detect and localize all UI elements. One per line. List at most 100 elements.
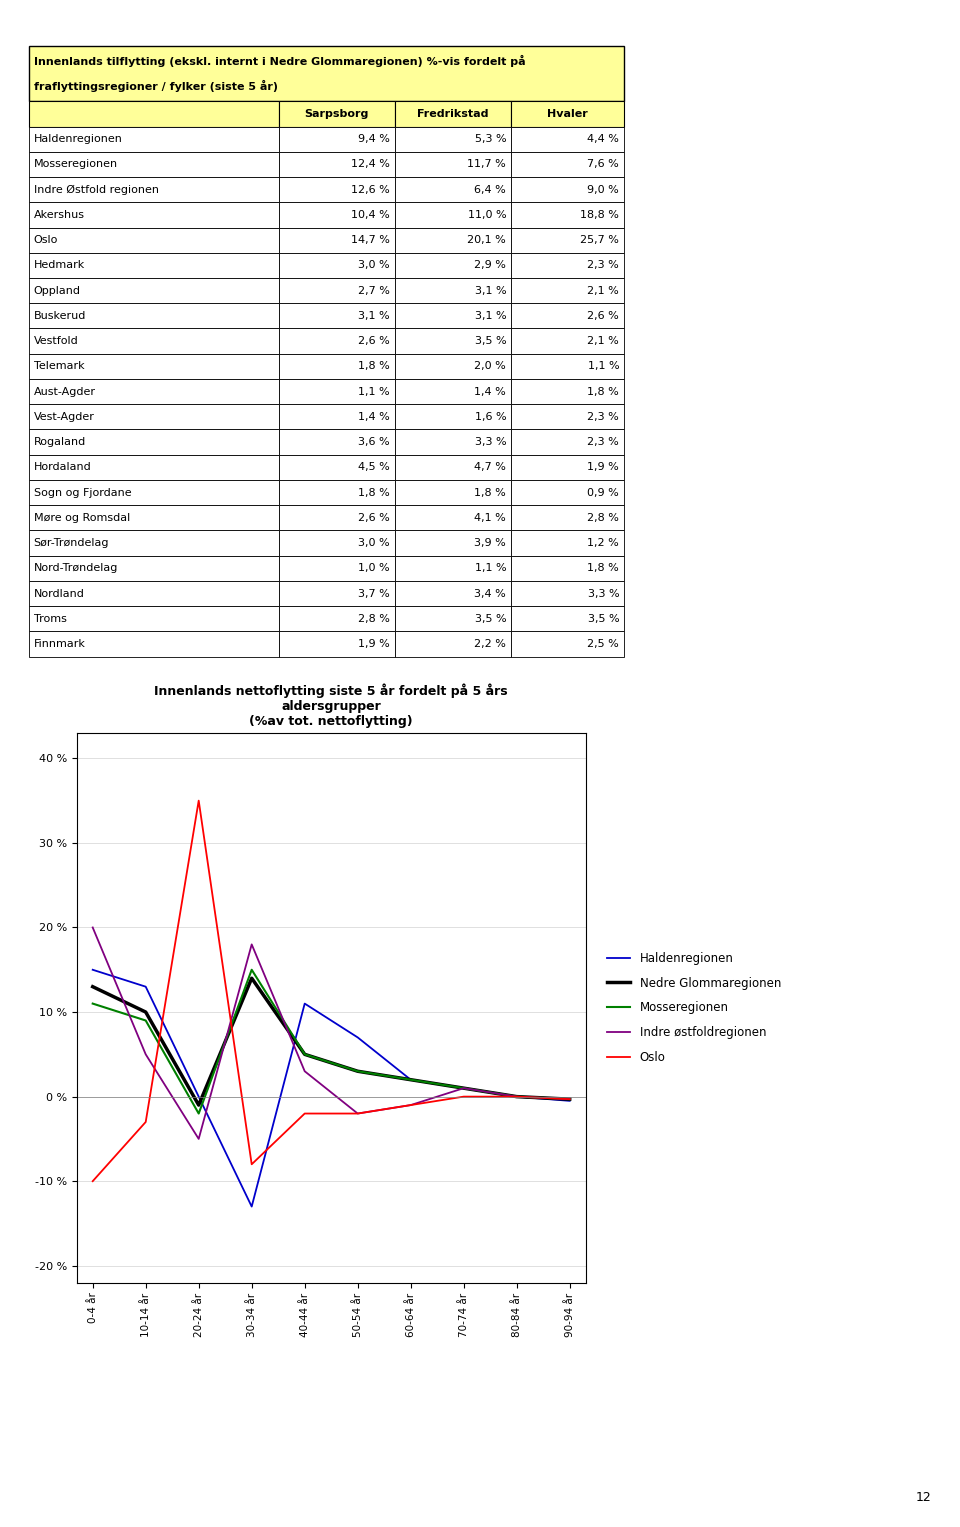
Nedre Glommaregionen [87,977,99,996]
Bar [29,505,278,530]
Bar [395,455,511,479]
Haldenregionen [352,1028,364,1046]
Text: 2,8 %: 2,8 % [358,614,390,623]
Text: 1,1 %: 1,1 % [588,362,619,371]
Bar [395,228,511,253]
Nedre Glommaregionen [299,1044,310,1063]
Bar [511,479,624,505]
Bar [29,328,278,354]
Text: 2,0 %: 2,0 % [474,362,506,371]
Text: 3,3 %: 3,3 % [474,437,506,447]
Bar [278,177,395,202]
Text: 0,9 %: 0,9 % [588,487,619,498]
Bar [29,278,278,304]
Mosseregionen [458,1080,469,1098]
Text: Sør-Trøndelag: Sør-Trøndelag [34,538,109,548]
Bar [395,328,511,354]
Text: Hordaland: Hordaland [34,463,91,472]
Bar [29,556,278,580]
Bar [511,177,624,202]
Oslo [193,791,204,809]
Bar [29,253,278,278]
Bar [29,354,278,379]
Bar [395,556,511,580]
Text: Telemark: Telemark [34,362,84,371]
Bar [511,556,624,580]
Text: 1,1 %: 1,1 % [358,386,390,397]
Text: 1,8 %: 1,8 % [474,487,506,498]
Text: 3,3 %: 3,3 % [588,588,619,599]
Text: Haldenregionen: Haldenregionen [34,134,123,144]
Bar [511,505,624,530]
Text: 12: 12 [916,1490,931,1504]
Text: 4,7 %: 4,7 % [474,463,506,472]
Haldenregionen [140,977,152,996]
Bar [278,556,395,580]
Text: 12,6 %: 12,6 % [351,185,390,194]
Text: 12,4 %: 12,4 % [351,159,390,169]
Text: Mosseregionen: Mosseregionen [34,159,118,169]
Bar [511,151,624,177]
Indre østfoldregionen [564,1090,575,1109]
Text: Vestfold: Vestfold [34,336,79,347]
Text: 4,1 %: 4,1 % [474,513,506,522]
Nedre Glommaregionen [564,1090,575,1109]
Bar [395,253,511,278]
Text: 3,5 %: 3,5 % [588,614,619,623]
Mosseregionen [352,1063,364,1081]
Oslo [564,1090,575,1109]
Bar [29,228,278,253]
Indre østfoldregionen [352,1104,364,1122]
Text: Rogaland: Rogaland [34,437,85,447]
Text: 2,1 %: 2,1 % [588,286,619,296]
Text: 11,0 %: 11,0 % [468,209,506,220]
Indre østfoldregionen [405,1096,417,1115]
Text: 3,5 %: 3,5 % [474,614,506,623]
Text: 7,6 %: 7,6 % [588,159,619,169]
Bar [511,253,624,278]
Mosseregionen [405,1070,417,1089]
Bar [395,479,511,505]
Bar [395,429,511,455]
Bar [278,606,395,631]
Bar [511,429,624,455]
Bar [511,304,624,328]
Text: 2,6 %: 2,6 % [358,336,390,347]
Bar [395,177,511,202]
Bar [278,580,395,606]
Bar [278,429,395,455]
Oslo [140,1113,152,1132]
Mosseregionen [246,960,257,979]
Text: 1,4 %: 1,4 % [358,412,390,421]
Oslo [458,1087,469,1106]
Bar [29,304,278,328]
Bar [511,328,624,354]
Bar [395,354,511,379]
Nedre Glommaregionen [140,1003,152,1022]
Haldenregionen [511,1087,522,1106]
Text: 5,3 %: 5,3 % [474,134,506,144]
Oslo [246,1154,257,1173]
Bar [29,202,278,228]
Indre østfoldregionen [511,1087,522,1106]
Bar [29,177,278,202]
Nedre Glommaregionen [511,1087,522,1106]
Text: 2,6 %: 2,6 % [358,513,390,522]
Text: 3,9 %: 3,9 % [474,538,506,548]
Text: 11,7 %: 11,7 % [468,159,506,169]
Indre østfoldregionen [246,935,257,953]
Bar [278,530,395,556]
Text: 2,7 %: 2,7 % [358,286,390,296]
Haldenregionen [564,1092,575,1110]
Text: Hvaler: Hvaler [547,108,588,119]
Bar [29,631,278,657]
Text: 1,4 %: 1,4 % [474,386,506,397]
Line: Mosseregionen: Mosseregionen [93,970,569,1113]
Bar [278,479,395,505]
Text: 3,4 %: 3,4 % [474,588,506,599]
Bar [511,379,624,405]
Indre østfoldregionen [193,1130,204,1148]
Text: 1,8 %: 1,8 % [358,362,390,371]
Bar [511,455,624,479]
Text: 4,4 %: 4,4 % [588,134,619,144]
